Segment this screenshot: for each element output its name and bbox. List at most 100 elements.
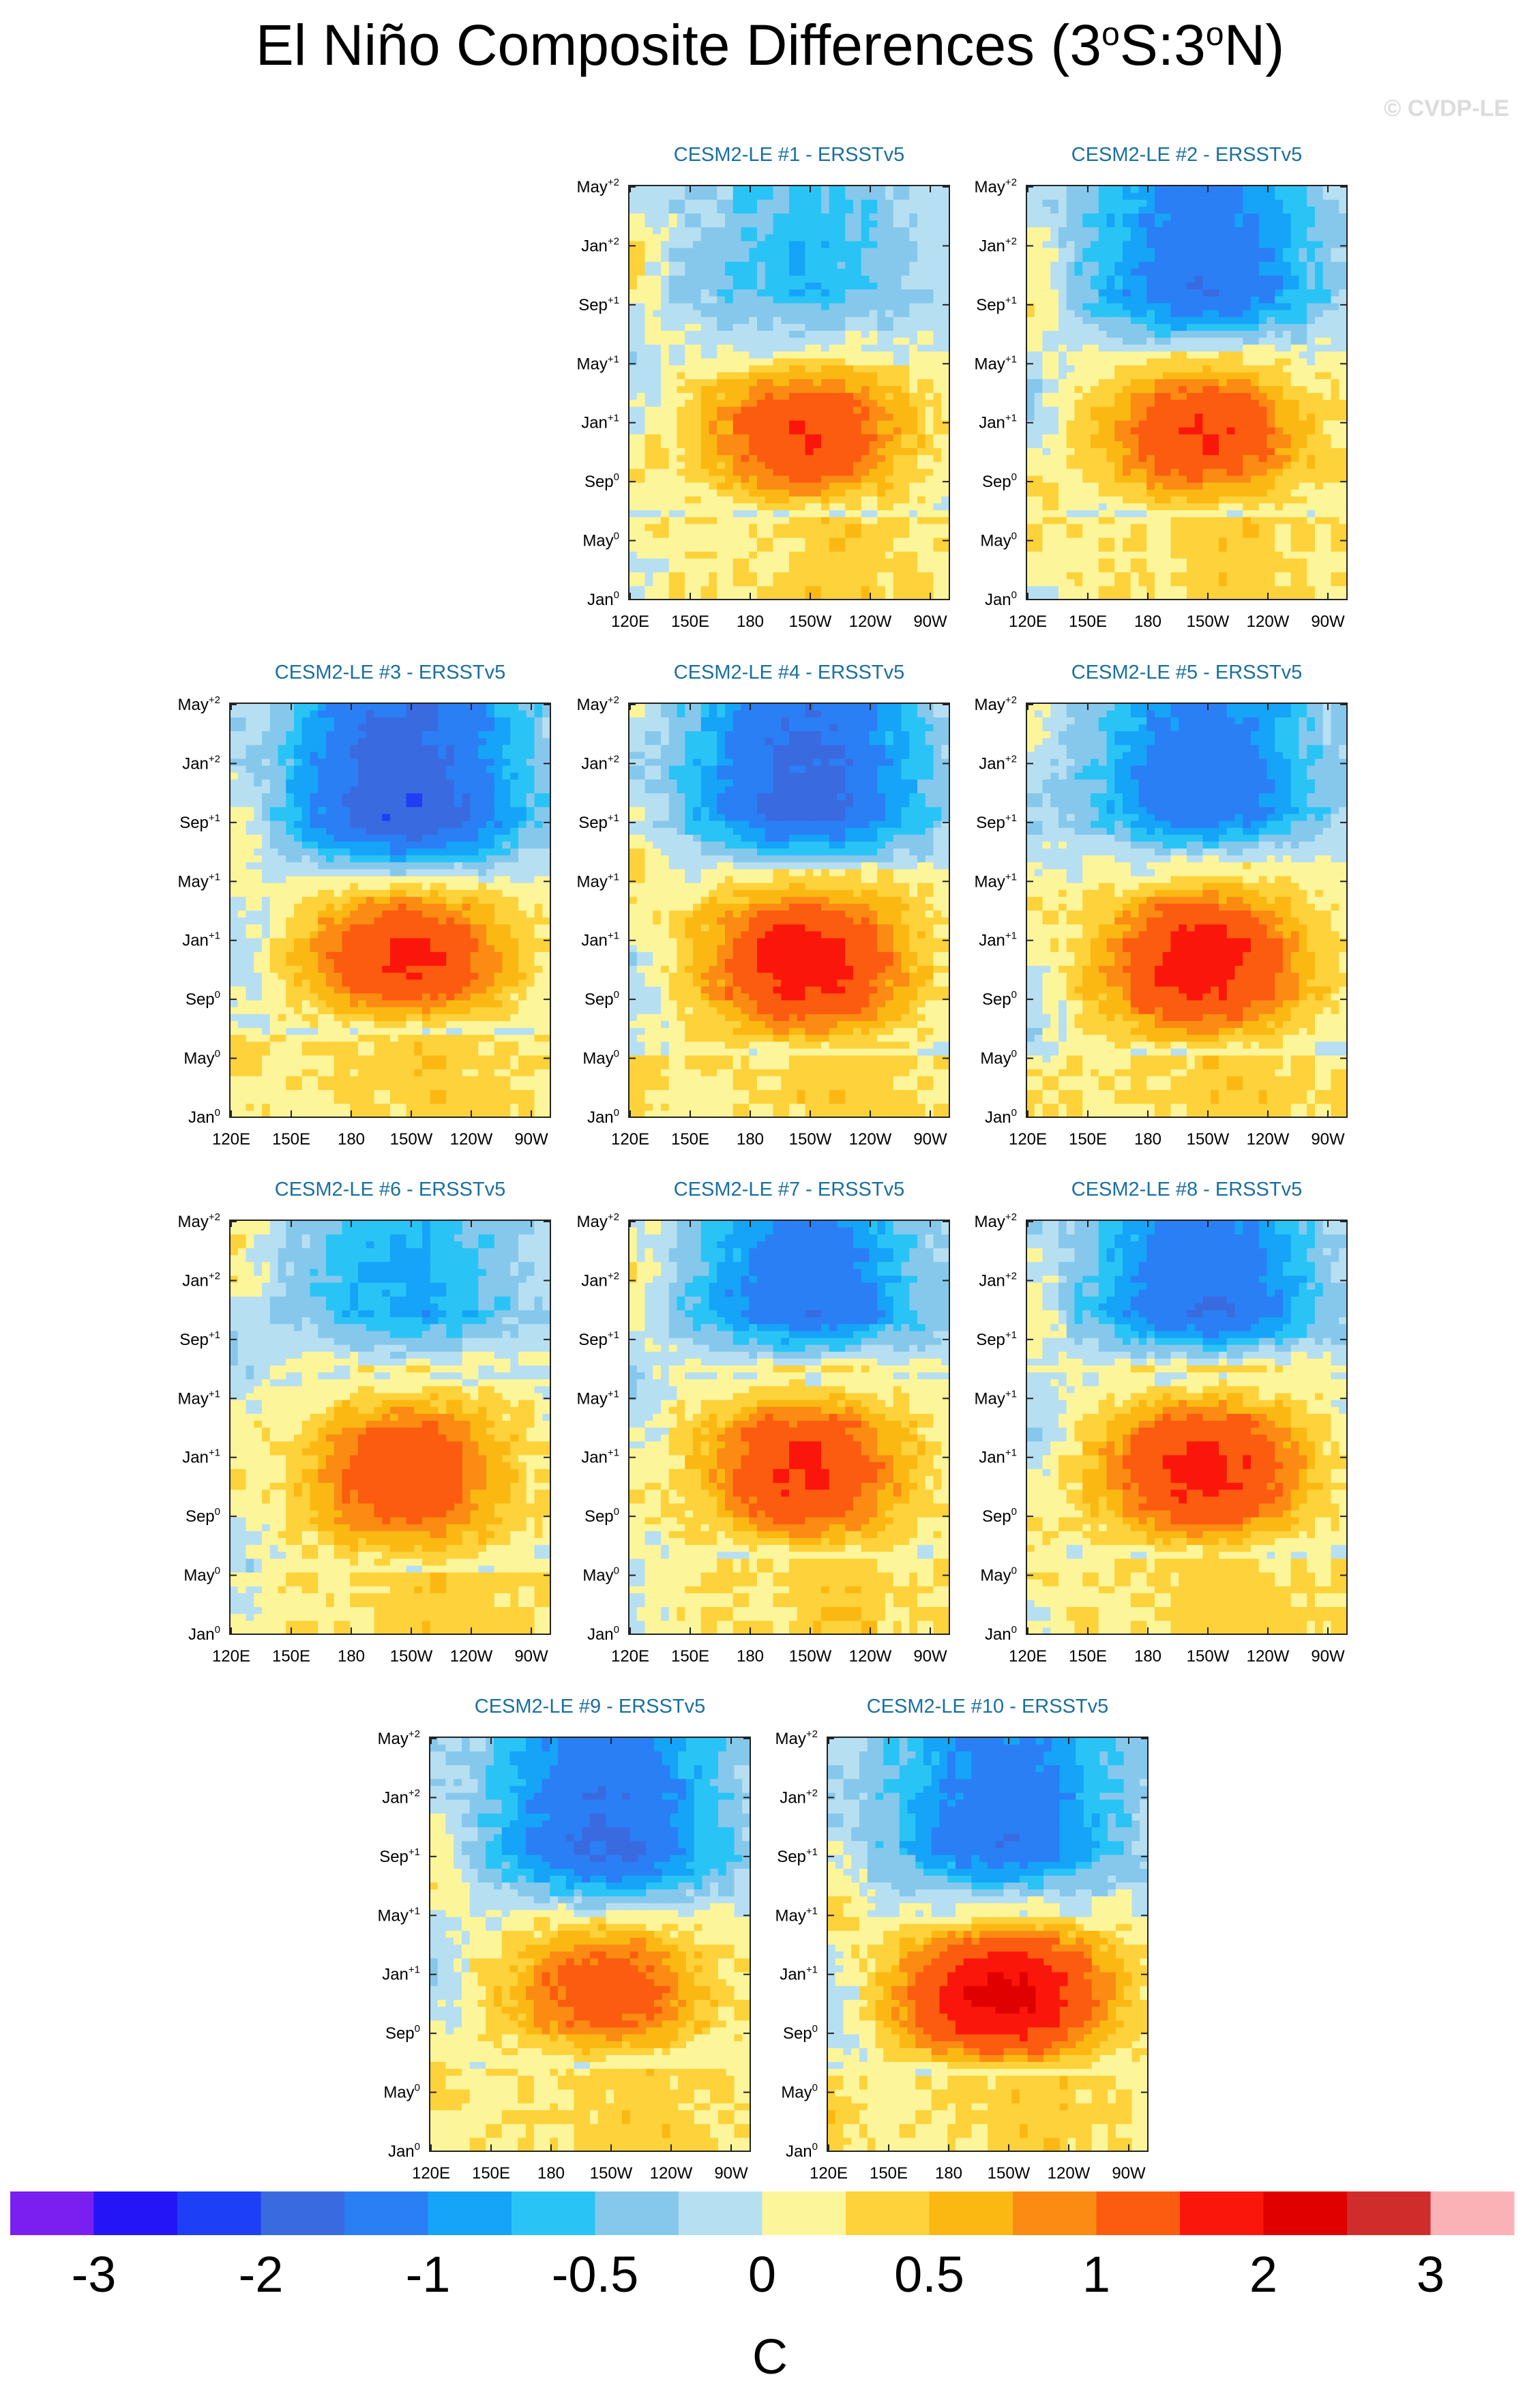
heat-cell [1171, 276, 1179, 283]
heat-cell [917, 344, 926, 352]
heat-cell [1291, 276, 1299, 283]
heat-cell [661, 593, 669, 600]
heat-cell [926, 206, 934, 213]
heat-cell [1211, 524, 1219, 531]
heat-cell [781, 427, 789, 434]
heat-cell [1275, 344, 1283, 352]
heat-cell [1203, 489, 1211, 497]
heat-cell [1323, 248, 1331, 255]
heat-cell [853, 524, 861, 531]
heat-cell [781, 248, 789, 255]
heat-cell [870, 510, 878, 517]
heat-cell [893, 551, 902, 559]
heat-cell [725, 441, 733, 448]
heat-cell [1267, 323, 1275, 331]
heat-cell [733, 462, 741, 469]
heat-cell [909, 427, 917, 434]
heat-cell [1243, 517, 1251, 525]
heat-cell [902, 517, 910, 525]
heat-cell [1211, 289, 1219, 297]
heat-cell [765, 379, 773, 386]
heat-cell [1091, 579, 1099, 587]
heat-cell [1131, 537, 1139, 545]
panel-title: CESM2-LE #1 - ERSSTv5 [674, 144, 904, 166]
heat-cell [765, 186, 773, 193]
heat-cell [1339, 254, 1347, 262]
heat-cell [926, 227, 934, 235]
heat-cell [238, 889, 246, 897]
heat-cell [845, 372, 853, 379]
heat-cell [773, 524, 782, 531]
heat-cell [902, 220, 910, 228]
heat-cell [1163, 344, 1171, 352]
heat-cell [797, 524, 805, 531]
heat-cell [934, 296, 942, 304]
heat-cell [870, 558, 878, 565]
heat-cell [1123, 213, 1131, 220]
heat-cell [934, 427, 942, 434]
heat-cell [845, 510, 853, 517]
heat-cell [797, 593, 805, 600]
heat-cell [1307, 289, 1315, 297]
heat-cell [1091, 455, 1099, 462]
heat-cell [1235, 427, 1243, 434]
heat-cell [1139, 434, 1147, 441]
heat-cell [1211, 358, 1219, 366]
heat-cell [821, 455, 829, 462]
heat-cell [917, 407, 926, 414]
heat-cell [757, 241, 765, 248]
heat-cell [1243, 469, 1251, 476]
heat-cell [909, 462, 917, 469]
heat-cell [693, 407, 701, 414]
heat-cell [909, 469, 917, 476]
heat-cell [765, 544, 773, 552]
heat-cell [1259, 220, 1267, 228]
heat-cell [1035, 338, 1043, 345]
heat-cell [749, 441, 757, 448]
heat-cell [1123, 503, 1131, 510]
heat-cell [1315, 330, 1323, 338]
heat-cell [637, 268, 645, 276]
heat-cell [1099, 379, 1107, 386]
heat-cell [629, 579, 637, 587]
heat-cell [1211, 282, 1219, 290]
heat-cell [1267, 338, 1275, 345]
heat-cell [765, 400, 773, 407]
heat-cell [934, 503, 942, 510]
heat-cell [805, 517, 814, 525]
heat-cell [1339, 351, 1347, 359]
heat-cell [853, 303, 861, 310]
heat-cell [797, 455, 805, 462]
heat-cell [1299, 248, 1307, 255]
heat-cell [1099, 475, 1107, 483]
heat-cell [853, 593, 861, 600]
heat-cell [1259, 372, 1267, 379]
heat-cell [1307, 434, 1315, 441]
heat-cell [838, 186, 846, 193]
heat-cell [813, 323, 821, 331]
heat-cell [749, 254, 757, 262]
heat-cell [1139, 579, 1147, 587]
heat-cell [941, 248, 949, 255]
heat-cell [877, 503, 885, 510]
heat-cell [1131, 310, 1139, 317]
heat-cell [1275, 234, 1283, 241]
heat-cell [1323, 482, 1331, 490]
heat-cell [893, 268, 902, 276]
heat-cell [1267, 537, 1275, 545]
heat-cell [629, 289, 637, 297]
heat-cell [909, 261, 917, 269]
heat-cell [238, 1110, 246, 1118]
heat-cell [765, 593, 773, 600]
heat-cell [1058, 241, 1067, 248]
heat-cell [765, 517, 773, 525]
heat-cell [1211, 544, 1219, 552]
heat-cell [230, 889, 238, 897]
heat-cell [1099, 565, 1107, 572]
heat-cell [789, 496, 797, 503]
heat-cell [805, 579, 814, 587]
heat-cell [757, 572, 765, 580]
heat-cell [701, 586, 709, 593]
heat-cell [902, 496, 910, 503]
heat-cell [1203, 586, 1211, 593]
